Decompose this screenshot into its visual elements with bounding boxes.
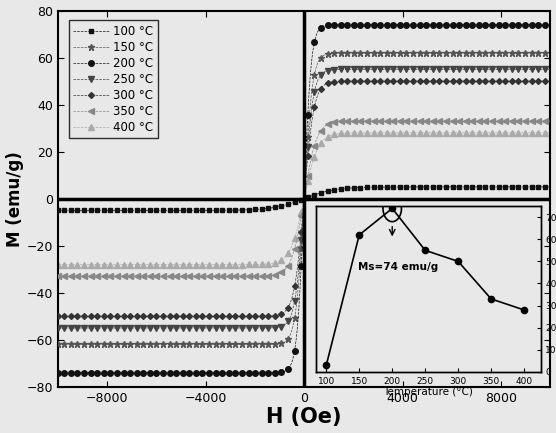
100 °C (54, 208, 61, 213)
150 °C (181, 342, 188, 347)
300 °C (425, 78, 432, 84)
250 °C (54, 326, 61, 331)
300 °C (489, 78, 495, 84)
100 °C (142, 208, 148, 213)
300 °C (181, 313, 188, 319)
150 °C (345, 50, 351, 55)
250 °C (547, 67, 554, 72)
Legend: 100 °C, 150 °C, 200 °C, 250 °C, 300 °C, 350 °C, 400 °C: 100 °C, 150 °C, 200 °C, 250 °C, 300 °C, … (68, 20, 158, 139)
300 °C (384, 78, 390, 84)
100 °C (181, 208, 188, 213)
200 °C (435, 22, 442, 27)
200 °C (425, 22, 432, 27)
300 °C (547, 78, 554, 84)
250 °C (181, 326, 188, 331)
350 °C (547, 119, 554, 124)
Line: 200 °C: 200 °C (55, 22, 553, 375)
350 °C (142, 274, 148, 279)
400 °C (384, 130, 390, 136)
150 °C (54, 342, 61, 347)
150 °C (425, 50, 432, 55)
150 °C (547, 50, 554, 55)
350 °C (181, 274, 188, 279)
Line: 350 °C: 350 °C (55, 118, 553, 279)
200 °C (277, 370, 284, 375)
100 °C (425, 184, 432, 190)
400 °C (547, 130, 554, 136)
250 °C (468, 67, 475, 72)
350 °C (345, 119, 351, 124)
300 °C (345, 78, 351, 84)
X-axis label: H (Oe): H (Oe) (266, 407, 342, 427)
250 °C (345, 67, 351, 72)
250 °C (277, 324, 284, 330)
400 °C (277, 258, 284, 263)
Y-axis label: M (emu/g): M (emu/g) (6, 151, 23, 246)
350 °C (54, 274, 61, 279)
150 °C (277, 341, 284, 346)
350 °C (277, 270, 284, 275)
150 °C (384, 50, 390, 55)
350 °C (384, 119, 390, 124)
200 °C (54, 370, 61, 375)
150 °C (458, 50, 464, 55)
100 °C (384, 184, 390, 190)
350 °C (535, 119, 542, 124)
400 °C (142, 262, 148, 267)
100 °C (345, 186, 351, 191)
350 °C (425, 119, 432, 124)
100 °C (277, 204, 284, 209)
Line: 100 °C: 100 °C (55, 184, 553, 213)
250 °C (142, 326, 148, 331)
200 °C (547, 22, 554, 27)
Line: 150 °C: 150 °C (54, 49, 554, 348)
300 °C (142, 313, 148, 319)
Line: 400 °C: 400 °C (55, 130, 553, 267)
250 °C (384, 67, 390, 72)
250 °C (425, 67, 432, 72)
100 °C (547, 184, 554, 190)
200 °C (384, 22, 390, 27)
Line: 300 °C: 300 °C (56, 79, 553, 318)
400 °C (54, 262, 61, 267)
200 °C (345, 22, 351, 27)
400 °C (181, 262, 188, 267)
300 °C (277, 312, 284, 317)
400 °C (345, 130, 351, 136)
400 °C (545, 130, 552, 136)
300 °C (54, 313, 61, 319)
200 °C (181, 370, 188, 375)
400 °C (425, 130, 432, 136)
Line: 250 °C: 250 °C (55, 67, 553, 331)
200 °C (142, 370, 148, 375)
150 °C (142, 342, 148, 347)
